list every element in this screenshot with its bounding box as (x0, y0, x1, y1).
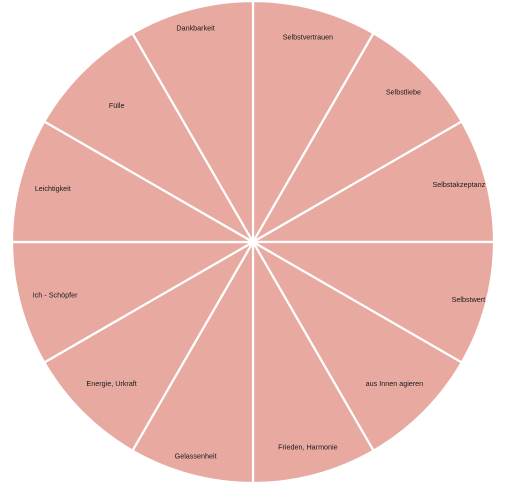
segment-aus-innen-agieren (249, 238, 464, 453)
segment-frieden-harmonie (251, 237, 376, 485)
segment-selbstakzeptanz (248, 119, 496, 244)
segment-ich-schoepfer (10, 240, 258, 365)
segment-label-selbstwert: Selbstwert (452, 295, 486, 304)
segment-dankbarkeit (130, 0, 255, 247)
segment-selbstwert (248, 240, 496, 365)
segment-label-aus-innen-agieren: aus Innen agieren (366, 379, 424, 388)
segment-label-energie-urkraft: Energie, Urkraft (86, 379, 136, 388)
segment-label-selbstliebe: Selbstliebe (386, 88, 421, 97)
segment-label-selbstvertrauen: Selbstvertrauen (283, 33, 333, 42)
segment-label-fuelle: Fülle (109, 101, 125, 110)
segment-leichtigkeit (10, 119, 258, 244)
segment-label-selbstakzeptanz: Selbstakzeptanz (432, 180, 485, 189)
segment-selbstvertrauen (251, 0, 376, 247)
segment-selbstliebe (249, 31, 464, 246)
segment-label-dankbarkeit: Dankbarkeit (176, 23, 214, 32)
wheel-labels: Selbstvertrauen Selbstliebe Selbstakzeptan… (33, 23, 486, 460)
segment-gelassenheit (130, 237, 255, 485)
segment-label-gelassenheit: Gelassenheit (175, 452, 217, 461)
segment-label-leichtigkeit: Leichtigkeit (35, 184, 71, 193)
segment-label-frieden-harmonie: Frieden, Harmonie (278, 442, 338, 451)
wheel-segments (10, 0, 496, 485)
segment-fuelle (42, 31, 257, 246)
segment-label-ich-schoepfer: Ich - Schöpfer (33, 291, 78, 300)
segment-energie-urkraft (42, 238, 257, 453)
